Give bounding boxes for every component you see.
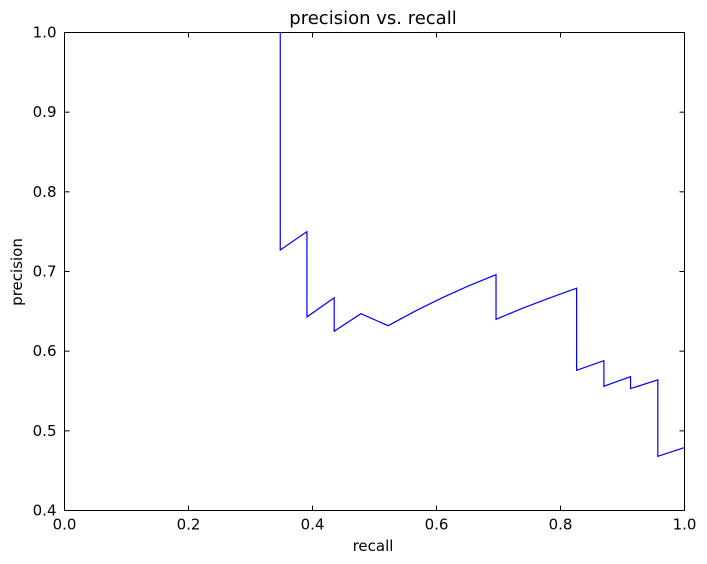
x-axis-label: recall	[353, 537, 394, 555]
ticks-layer: 0.0 0.2 0.4 0.6 0.8 1.0 0.4 0.5 0.6 0.7 0.8 0.9 1.0	[33, 24, 697, 534]
x-tick-label: 1.0	[673, 516, 697, 534]
x-tick-label: 0.0	[53, 516, 77, 534]
y-tick-label: 1.0	[33, 24, 57, 42]
x-tick-label: 0.4	[301, 516, 325, 534]
plot-frame	[64, 32, 685, 511]
y-tick-label: 0.8	[33, 183, 57, 201]
y-tick-label: 0.4	[33, 502, 57, 520]
y-tick-label: 0.9	[33, 103, 57, 121]
x-tick-label: 0.2	[177, 516, 201, 534]
y-tick-label: 0.7	[33, 263, 57, 281]
series-layer	[279, 32, 685, 458]
chart-title: precision vs. recall	[289, 8, 456, 29]
y-tick-label: 0.6	[33, 342, 57, 360]
x-tick-label: 0.6	[425, 516, 449, 534]
y-axis-label: precision	[8, 238, 26, 306]
series-line	[279, 32, 685, 458]
x-tick-label: 0.8	[549, 516, 573, 534]
y-tick-label: 0.5	[33, 422, 57, 440]
